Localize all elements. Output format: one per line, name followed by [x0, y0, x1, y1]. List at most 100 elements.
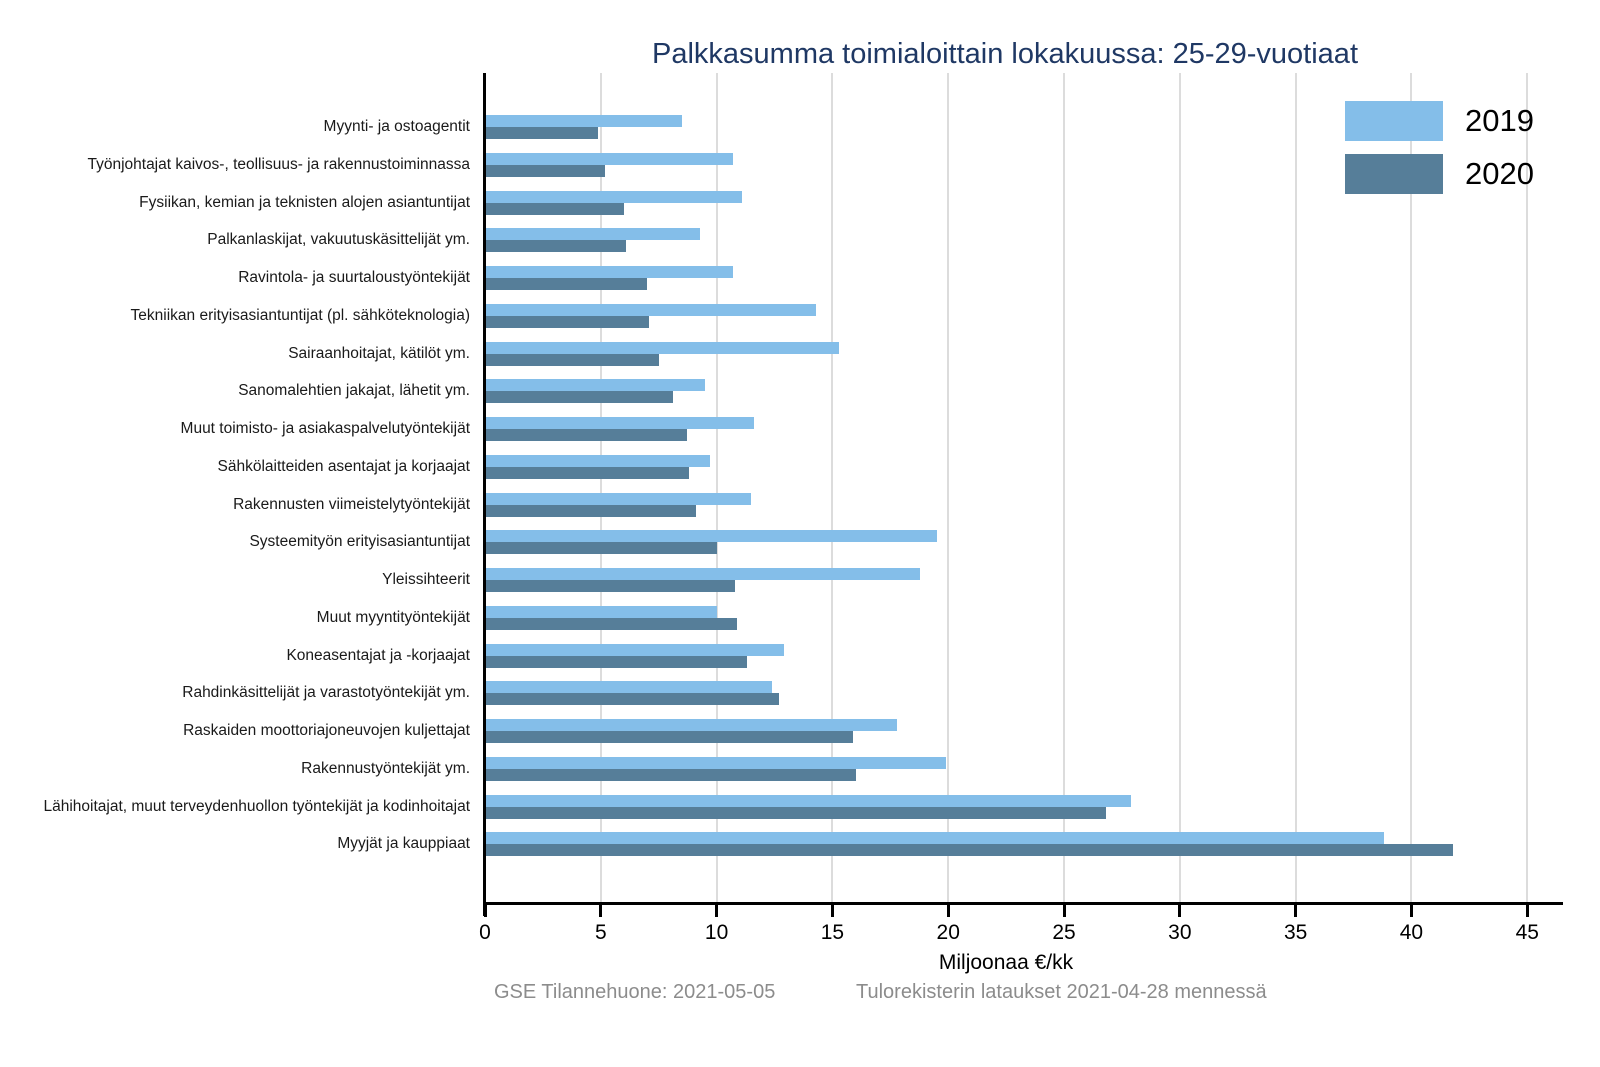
legend-swatch-2019	[1345, 101, 1443, 141]
x-tick-label: 30	[1168, 921, 1192, 944]
x-axis-tick	[830, 905, 834, 917]
bar-2020	[485, 353, 659, 366]
x-tick-label: 40	[1399, 921, 1424, 944]
gridline	[1526, 73, 1529, 903]
category-label: Muut myyntityöntekijät	[316, 608, 470, 626]
category-label: Sähkölaitteiden asentajat ja korjaajat	[217, 457, 470, 475]
category-label: Ravintola- ja suurtaloustyöntekijät	[238, 269, 470, 286]
bar-2019	[485, 266, 733, 278]
footer-source-left: GSE Tilannehuone: 2021-05-05	[494, 981, 776, 1003]
category-label: Systeemityön erityisasiantuntijat	[249, 533, 470, 551]
x-axis-line	[483, 902, 1563, 905]
x-axis-title: Miljoonaa €/kk	[938, 951, 1074, 974]
bar-2020	[485, 580, 736, 592]
x-axis-tick	[483, 905, 487, 917]
x-axis-tick	[715, 905, 719, 917]
bar-2020	[485, 806, 1106, 819]
gridline	[1178, 73, 1181, 903]
bar-2020	[485, 768, 856, 781]
x-axis-tick	[1409, 905, 1413, 917]
legend-label-2019: 2019	[1465, 103, 1534, 138]
y-axis-line	[483, 73, 486, 916]
category-label: Fysiikan, kemian ja teknisten alojen asi…	[139, 193, 470, 211]
gridline	[1063, 73, 1066, 903]
bar-2020	[485, 315, 650, 328]
bar-2019	[485, 530, 937, 543]
legend-label-2020: 2020	[1465, 156, 1534, 191]
category-label: Tekniikan erityisasiantuntijat (pl. sähk…	[130, 306, 470, 324]
bar-2019	[485, 190, 743, 203]
bar-2020	[485, 617, 738, 630]
bar-2019	[485, 605, 717, 618]
category-label: Muut toimisto- ja asiakaspalvelutyönteki…	[180, 420, 470, 437]
bar-2019	[485, 115, 682, 127]
bar-2019	[485, 756, 946, 769]
gridline	[1294, 73, 1297, 903]
category-label: Lähihoitajat, muut terveydenhuollon työn…	[43, 797, 470, 815]
bar-2020	[485, 164, 606, 177]
category-label: Rakennusten viimeistelytyöntekijät	[233, 495, 470, 513]
bar-2020	[485, 844, 1454, 857]
bar-2019	[485, 417, 754, 429]
bar-2019	[485, 568, 921, 580]
gridline	[831, 73, 834, 903]
category-label: Sairaanhoitajat, kätilöt ym.	[288, 344, 470, 362]
bar-2019	[485, 643, 784, 656]
x-axis-tick	[1062, 905, 1066, 917]
bar-2019	[485, 228, 701, 241]
legend-item-2020: 2020	[1345, 154, 1534, 194]
bar-2019	[485, 341, 840, 354]
x-axis-tick	[1294, 905, 1298, 917]
bar-2019	[485, 379, 706, 392]
x-tick-label: 15	[820, 921, 845, 944]
legend: 2019 2020	[1345, 101, 1534, 207]
gridline	[715, 73, 718, 903]
x-tick-label: 10	[704, 921, 729, 944]
bar-2020	[485, 391, 673, 404]
gridline	[1410, 73, 1413, 903]
bar-2020	[485, 731, 854, 743]
bar-2020	[485, 655, 747, 668]
bar-2020	[485, 202, 624, 215]
x-axis-tick	[1178, 905, 1182, 917]
bar-2019	[485, 719, 898, 731]
x-tick-label: 20	[936, 921, 960, 944]
footer-source-right: Tulorekisterin lataukset 2021-04-28 menn…	[856, 981, 1267, 1003]
bar-2019	[485, 454, 710, 467]
category-label: Koneasentajat ja -korjaajat	[286, 646, 470, 664]
gridline	[947, 73, 950, 903]
x-tick-label: 0	[479, 921, 491, 944]
category-label: Sanomalehtien jakajat, lähetit ym.	[238, 382, 470, 400]
x-tick-label: 5	[594, 921, 607, 944]
x-axis-tick	[946, 905, 950, 917]
category-label: Myynti- ja ostoagentit	[323, 118, 470, 135]
category-label: Yleissihteerit	[382, 571, 470, 588]
x-tick-label: 45	[1515, 921, 1539, 944]
plot-area	[485, 73, 1562, 903]
bar-2020	[485, 240, 627, 253]
bar-2020	[485, 466, 689, 479]
x-axis-tick	[1525, 905, 1529, 917]
category-label: Myyjät ja kauppiaat	[337, 835, 470, 853]
bar-2020	[485, 429, 687, 441]
bar-2019	[485, 794, 1132, 807]
legend-swatch-2020	[1345, 154, 1443, 194]
x-axis-tick	[599, 905, 603, 917]
bar-2019	[485, 303, 817, 316]
category-label: Raskaiden moottoriajoneuvojen kuljettaja…	[183, 722, 470, 739]
bar-2020	[485, 127, 599, 139]
bar-2020	[485, 693, 780, 706]
legend-item-2019: 2019	[1345, 101, 1534, 141]
bar-2020	[485, 278, 648, 290]
category-label: Rakennustyöntekijät ym.	[301, 759, 470, 777]
bar-2019	[485, 152, 733, 165]
bar-2019	[485, 681, 773, 694]
x-tick-label: 35	[1283, 921, 1308, 944]
category-label: Palkanlaskijat, vakuutuskäsittelijät ym.	[207, 231, 470, 249]
gridline	[599, 73, 602, 903]
bar-2020	[485, 542, 717, 555]
category-label: Rahdinkäsittelijät ja varastotyöntekijät…	[182, 684, 470, 702]
category-label: Työnjohtajat kaivos-, teollisuus- ja rak…	[87, 155, 470, 173]
bar-2019	[485, 832, 1384, 845]
